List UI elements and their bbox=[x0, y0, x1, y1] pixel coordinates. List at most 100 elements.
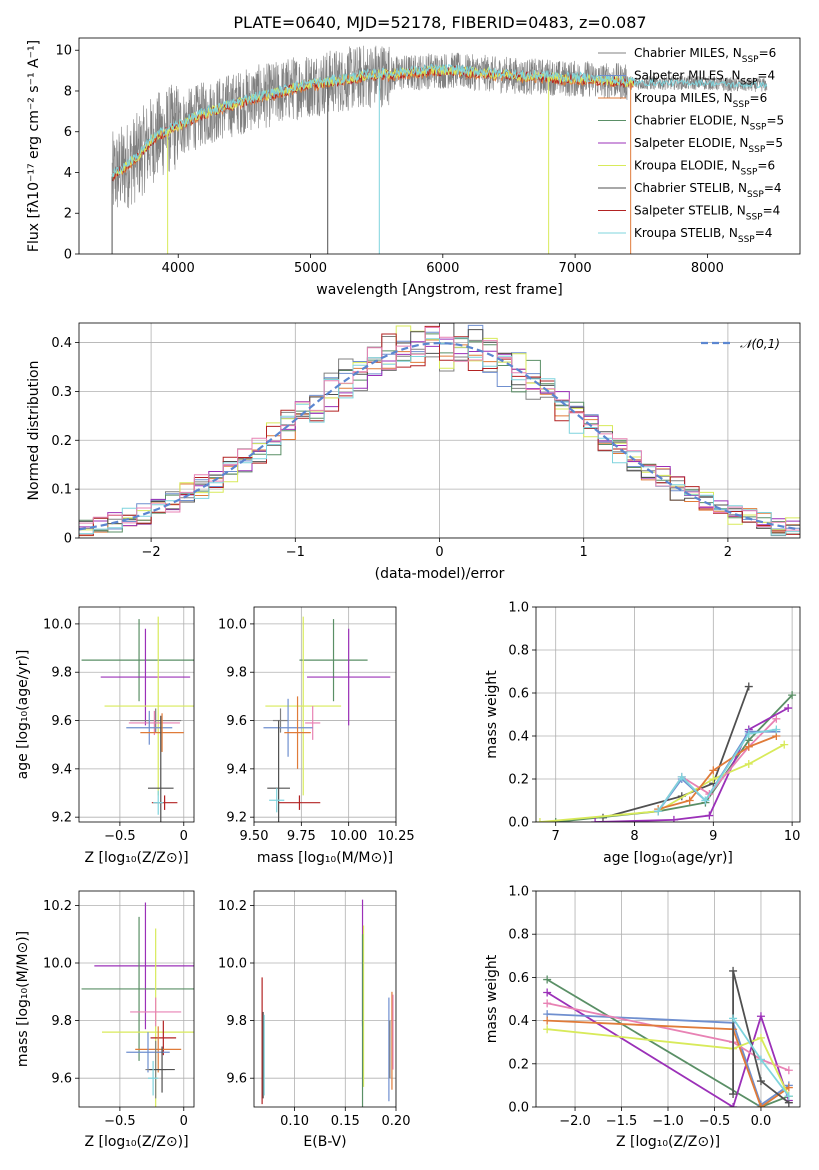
residuals-xtick-label: 0 bbox=[435, 545, 443, 560]
series-marker bbox=[756, 1012, 765, 1021]
age_vs_Z-ylabel: age [log₁₀(age/yr)] bbox=[15, 650, 31, 780]
mass_vs_Z-ytick-label: 9.6 bbox=[51, 1072, 72, 1087]
age_vs_Z-xtick-label: 0 bbox=[180, 829, 188, 844]
mass_vs_EBV-xtick-label: 0.10 bbox=[280, 1114, 309, 1129]
mass_vs_EBV-panel: 0.10 0.15 0.20 9.6 9.8 10.0 10.2 E(B-V) bbox=[218, 890, 411, 1150]
mass_weight_vs_age-panel: 7 8 9 10 0.0 0.2 0.4 0.6 0.8 1.0 age [log₁₀(age/yr… bbox=[484, 601, 801, 866]
series-marker bbox=[669, 815, 678, 822]
series-line bbox=[547, 1028, 790, 1097]
series-marker bbox=[744, 759, 753, 768]
age_vs_Z-ytick-label: 9.6 bbox=[51, 714, 72, 729]
legend-label: Chabrier MILES, NSSP=6 bbox=[634, 46, 776, 65]
mass_weight_vs_Z-ytick-label: 0.2 bbox=[508, 1057, 529, 1072]
mass_weight_vs_Z-ylabel: mass weight bbox=[484, 954, 500, 1043]
mass_weight_vs_age-xtick-label: 8 bbox=[630, 829, 638, 844]
spectrum-xtick-label: 7000 bbox=[559, 261, 592, 276]
mass_vs_Z-panel: −0.5 0 9.6 9.8 10.0 10.2 Z [log₁₀(Z/Z⊙)] mass [… bbox=[15, 890, 195, 1150]
figure-title: PLATE=0640, MJD=52178, FIBERID=0483, z=0… bbox=[233, 13, 646, 32]
mass_weight_vs_age-ytick-label: 0.8 bbox=[508, 644, 529, 659]
series-line bbox=[546, 978, 790, 1107]
residuals-ytick-label: 0 bbox=[64, 532, 72, 547]
mass_vs_EBV-xtick-label: 0.15 bbox=[331, 1114, 360, 1129]
series-line bbox=[547, 1002, 790, 1072]
residuals-xtick-label: 2 bbox=[724, 545, 732, 560]
mass_weight_vs_Z-ytick-label: 1.0 bbox=[508, 885, 529, 900]
gaussian-curve bbox=[79, 341, 800, 531]
mass_weight_vs_age-ytick-label: 1.0 bbox=[508, 601, 529, 616]
mass_weight_vs_Z-ytick-label: 0.8 bbox=[508, 928, 529, 943]
series-marker bbox=[729, 966, 738, 975]
spectrum-panel: 4000 5000 6000 7000 8000 0 2 4 6 8 10 wavelength [A… bbox=[26, 37, 801, 298]
series-line bbox=[602, 686, 750, 819]
mass_vs_EBV-xlabel: E(B-V) bbox=[303, 1134, 346, 1150]
series-marker bbox=[744, 682, 753, 691]
series-marker bbox=[543, 1016, 552, 1025]
mass_weight_vs_Z-xtick-label: −2.0 bbox=[559, 1114, 591, 1129]
mass_vs_EBV-frame bbox=[253, 890, 397, 1108]
spectrum-xtick-label: 8000 bbox=[691, 261, 724, 276]
mass_weight_vs_age-frame bbox=[535, 606, 801, 823]
series-marker bbox=[543, 975, 552, 984]
mass_weight_vs_Z-ytick-label: 0.6 bbox=[508, 971, 529, 986]
histogram-line bbox=[79, 337, 800, 536]
age_vs_mass-ytick-label: 9.2 bbox=[226, 811, 247, 826]
age_vs_mass-xtick-label: 9.75 bbox=[287, 829, 316, 844]
series-marker bbox=[772, 725, 781, 734]
series-marker bbox=[784, 1083, 793, 1092]
series-marker bbox=[543, 1025, 552, 1034]
legend-label: Kroupa STELIB, NSSP=4 bbox=[634, 226, 772, 245]
mass_vs_EBV-ytick-label: 9.6 bbox=[226, 1072, 247, 1087]
age_vs_Z-ytick-label: 10.0 bbox=[43, 617, 72, 632]
series-marker bbox=[654, 807, 663, 816]
spectrum-xtick-label: 5000 bbox=[294, 261, 327, 276]
series-marker bbox=[780, 740, 789, 749]
age_vs_mass-frame bbox=[253, 606, 397, 823]
series-marker bbox=[744, 742, 753, 751]
age_vs_mass-xtick-label: 10.00 bbox=[330, 829, 367, 844]
legend-label: Chabrier STELIB, NSSP=4 bbox=[634, 181, 782, 200]
mass_weight_vs_age-xtick-label: 7 bbox=[552, 829, 560, 844]
spectrum-legend: Chabrier MILES, NSSP=6 Salpeter MILES, NS… bbox=[598, 46, 784, 245]
spectrum-xtick-label: 4000 bbox=[162, 261, 195, 276]
mass_vs_Z-frame bbox=[78, 890, 195, 1108]
spectrum-ytick-label: 10 bbox=[55, 44, 72, 59]
mass_vs_Z-xtick-label: 0 bbox=[180, 1114, 188, 1129]
mass_weight_vs_Z-panel: −2.0 −1.5 −1.0 −0.5 0.0 0.0 0.2 0.4 0.6 0.8 1.0 Z [… bbox=[484, 885, 801, 1150]
spectrum-xtick-label: 6000 bbox=[426, 261, 459, 276]
series-marker bbox=[685, 796, 694, 805]
spectrum-plot-area bbox=[111, 45, 768, 254]
mass_weight_vs_age-ytick-label: 0.6 bbox=[508, 687, 529, 702]
series-marker bbox=[536, 818, 544, 822]
mass_weight_vs_Z-xtick-label: −0.5 bbox=[699, 1114, 731, 1129]
spectrum-frame bbox=[78, 37, 801, 255]
age_vs_Z-frame bbox=[78, 606, 195, 823]
mass_vs_Z-ylabel: mass [log₁₀(M/M⊙)] bbox=[15, 931, 31, 1067]
residuals-panel: −2 −1 0 1 2 0 0.1 0.2 0.3 0.4 (data-model)/error No… bbox=[26, 322, 801, 582]
series-marker bbox=[709, 766, 718, 775]
series-marker bbox=[756, 1055, 765, 1064]
series-marker bbox=[784, 704, 793, 713]
legend-label: Salpeter STELIB, NSSP=4 bbox=[634, 204, 780, 223]
series-marker bbox=[784, 1092, 793, 1101]
spectrum-ytick-label: 8 bbox=[64, 84, 72, 99]
residuals-ylabel: Normed distribution bbox=[26, 361, 42, 501]
series-marker bbox=[772, 714, 781, 723]
residuals-xtick-label: 1 bbox=[580, 545, 588, 560]
mass_vs_Z-ytick-label: 10.2 bbox=[43, 899, 72, 914]
age_vs_mass-ytick-label: 9.8 bbox=[226, 666, 247, 681]
age_vs_Z-xtick-label: −0.5 bbox=[104, 829, 136, 844]
series-marker bbox=[756, 1077, 765, 1086]
age_vs_mass-ytick-label: 10.0 bbox=[218, 617, 247, 632]
mass_vs_Z-ytick-label: 10.0 bbox=[43, 957, 72, 972]
mass_vs_EBV-xtick-label: 0.20 bbox=[382, 1114, 411, 1129]
spectrum-ytick-label: 4 bbox=[64, 166, 72, 181]
age_vs_mass-xlabel: mass [log₁₀(M/M⊙)] bbox=[257, 850, 393, 866]
series-marker bbox=[705, 811, 714, 820]
mass_weight_vs_age-ytick-label: 0.0 bbox=[508, 816, 529, 831]
series-marker bbox=[543, 999, 552, 1008]
mass_vs_EBV-ytick-label: 10.0 bbox=[218, 957, 247, 972]
age_vs_Z-ytick-label: 9.2 bbox=[51, 811, 72, 826]
residuals-ytick-label: 0.3 bbox=[51, 385, 72, 400]
series-marker bbox=[756, 1033, 765, 1042]
